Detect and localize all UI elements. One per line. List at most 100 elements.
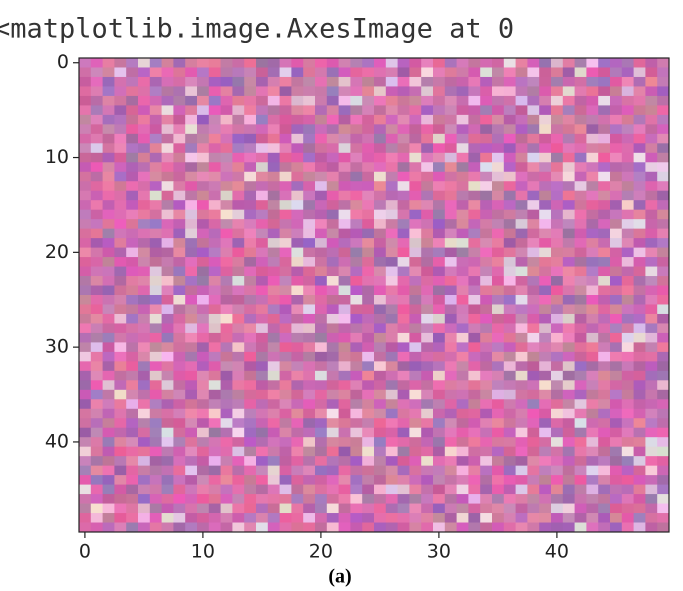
image-pixel xyxy=(480,475,493,485)
image-pixel xyxy=(208,494,221,504)
image-pixel xyxy=(610,200,623,211)
image-pixel xyxy=(315,124,328,135)
image-pixel xyxy=(350,295,363,305)
image-pixel xyxy=(126,276,139,286)
image-pixel xyxy=(232,513,245,523)
image-pixel xyxy=(79,105,92,116)
image-pixel xyxy=(468,95,481,106)
image-pixel xyxy=(551,323,564,334)
image-pixel xyxy=(138,209,151,220)
image-pixel xyxy=(338,152,351,163)
image-pixel xyxy=(208,380,221,391)
image-pixel xyxy=(492,408,505,419)
image-pixel xyxy=(657,494,670,504)
image-pixel xyxy=(232,370,245,381)
image-pixel xyxy=(562,114,575,125)
image-pixel xyxy=(645,95,658,106)
image-pixel xyxy=(385,209,398,220)
image-pixel xyxy=(598,304,611,315)
image-pixel xyxy=(208,209,221,220)
image-pixel xyxy=(621,276,634,286)
image-pixel xyxy=(149,143,162,154)
image-pixel xyxy=(645,58,658,68)
image-pixel xyxy=(232,361,245,372)
image-pixel xyxy=(433,313,446,324)
image-pixel xyxy=(527,190,540,201)
image-pixel xyxy=(267,399,280,410)
image-pixel xyxy=(315,380,328,391)
image-pixel xyxy=(385,95,398,106)
image-pixel xyxy=(492,86,505,97)
image-pixel xyxy=(433,418,446,429)
image-pixel xyxy=(303,418,316,429)
image-pixel xyxy=(433,437,446,448)
image-pixel xyxy=(456,114,469,125)
image-pixel xyxy=(338,304,351,315)
image-pixel xyxy=(468,276,481,286)
image-pixel xyxy=(397,494,410,504)
image-pixel xyxy=(633,285,646,296)
image-pixel xyxy=(562,351,575,362)
image-pixel xyxy=(480,76,493,87)
image-pixel xyxy=(220,162,233,173)
image-pixel xyxy=(586,503,599,514)
image-pixel xyxy=(598,247,611,258)
image-pixel xyxy=(444,295,457,305)
image-pixel xyxy=(362,446,375,457)
image-pixel xyxy=(527,86,540,97)
image-pixel xyxy=(197,522,210,533)
image-pixel xyxy=(232,266,245,277)
image-pixel xyxy=(515,313,528,324)
image-pixel xyxy=(303,437,316,448)
image-pixel xyxy=(79,427,92,438)
image-pixel xyxy=(586,418,599,429)
image-pixel xyxy=(621,342,634,353)
image-pixel xyxy=(315,361,328,372)
image-pixel xyxy=(232,418,245,429)
image-pixel xyxy=(397,484,410,495)
image-pixel xyxy=(385,332,398,343)
image-pixel xyxy=(256,427,269,438)
image-pixel xyxy=(326,484,339,495)
image-pixel xyxy=(610,456,623,467)
image-pixel xyxy=(574,342,587,353)
image-pixel xyxy=(244,465,257,476)
image-pixel xyxy=(244,285,257,296)
image-pixel xyxy=(90,238,103,248)
image-pixel xyxy=(539,114,552,125)
image-pixel xyxy=(149,133,162,144)
image-pixel xyxy=(197,228,210,239)
image-pixel xyxy=(610,238,623,248)
image-pixel xyxy=(315,446,328,457)
image-pixel xyxy=(456,257,469,267)
image-pixel xyxy=(468,124,481,135)
image-pixel xyxy=(397,219,410,230)
image-pixel xyxy=(539,370,552,381)
image-pixel xyxy=(303,465,316,476)
image-pixel xyxy=(456,124,469,135)
image-pixel xyxy=(126,105,139,116)
image-pixel xyxy=(574,465,587,476)
image-pixel xyxy=(256,152,269,163)
image-pixel xyxy=(421,133,434,144)
image-pixel xyxy=(232,276,245,286)
image-pixel xyxy=(102,503,115,514)
image-pixel xyxy=(515,513,528,523)
image-pixel xyxy=(326,67,339,78)
image-pixel xyxy=(256,342,269,353)
image-pixel xyxy=(185,437,198,448)
image-pixel xyxy=(657,76,670,87)
image-pixel xyxy=(562,399,575,410)
image-pixel xyxy=(433,171,446,182)
image-pixel xyxy=(456,295,469,305)
image-pixel xyxy=(610,446,623,457)
image-pixel xyxy=(197,380,210,391)
image-pixel xyxy=(102,86,115,97)
image-pixel xyxy=(586,257,599,267)
image-pixel xyxy=(279,304,292,315)
image-pixel xyxy=(197,437,210,448)
image-pixel xyxy=(315,266,328,277)
image-pixel xyxy=(409,522,422,533)
image-pixel xyxy=(645,276,658,286)
image-pixel xyxy=(173,399,186,410)
